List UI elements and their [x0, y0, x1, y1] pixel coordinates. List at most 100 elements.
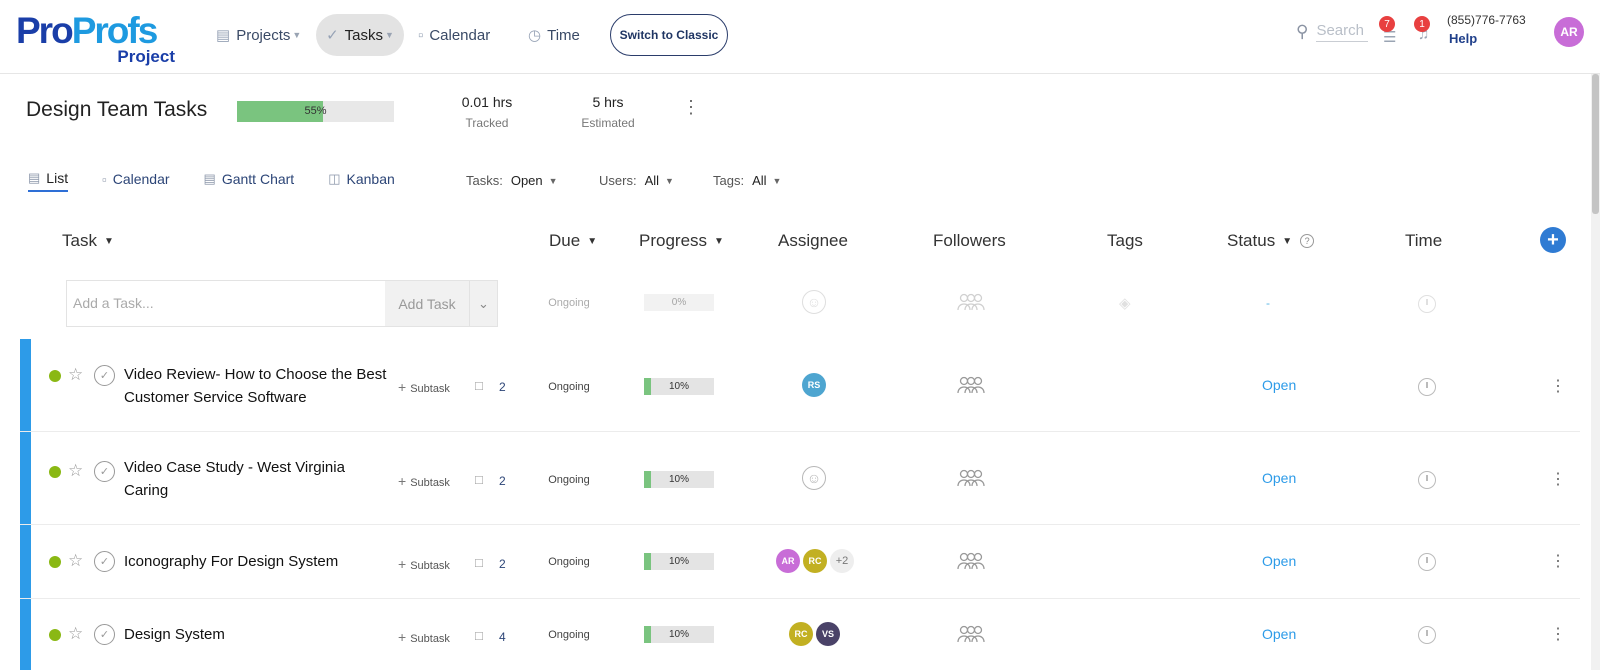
- star-icon[interactable]: ☆: [68, 461, 84, 480]
- task-progress-bar[interactable]: 10%: [644, 626, 714, 643]
- task-due[interactable]: Ongoing: [548, 381, 590, 393]
- task-progress-bar[interactable]: 10%: [644, 471, 714, 488]
- task-title[interactable]: Iconography For Design System: [124, 553, 339, 570]
- comment-count[interactable]: 2: [499, 557, 506, 571]
- search-label[interactable]: Search: [1316, 22, 1369, 42]
- chevron-down-icon: ▼: [548, 175, 558, 186]
- add-task-button[interactable]: Add Task: [385, 281, 469, 326]
- followers-icon[interactable]: [956, 624, 986, 644]
- tags-filter[interactable]: Tags: All ▼: [713, 173, 781, 188]
- column-assignee-label: Assignee: [778, 231, 848, 250]
- star-icon[interactable]: ☆: [68, 551, 84, 570]
- tag-icon[interactable]: ◈: [1119, 295, 1131, 312]
- clock-icon[interactable]: [1418, 295, 1436, 313]
- followers-icon[interactable]: [956, 551, 986, 571]
- add-column-button[interactable]: +: [1540, 227, 1566, 253]
- table-row[interactable]: ☆ ✓ Iconography For Design System + Subta…: [20, 525, 1580, 599]
- column-progress[interactable]: Progress ▼: [639, 231, 724, 251]
- add-subtask-button[interactable]: + Subtask: [398, 556, 450, 572]
- comment-count[interactable]: 2: [499, 380, 506, 394]
- proprofs-project-logo[interactable]: ProProfs Project: [16, 12, 181, 68]
- scrollbar-thumb[interactable]: [1592, 74, 1599, 214]
- table-row[interactable]: ☆ ✓ Video Case Study - West Virginia Car…: [20, 432, 1580, 525]
- switch-to-classic-button[interactable]: Switch to Classic: [610, 14, 728, 56]
- star-icon[interactable]: ☆: [68, 365, 84, 384]
- user-placeholder-icon[interactable]: ☺: [802, 290, 826, 314]
- followers-icon[interactable]: [956, 468, 986, 488]
- notification-count-badge: 1: [1414, 16, 1430, 32]
- help-circle-icon[interactable]: ?: [1300, 234, 1315, 248]
- clock-icon[interactable]: [1418, 626, 1436, 644]
- task-title[interactable]: Design System: [124, 626, 225, 643]
- task-status[interactable]: Open: [1262, 377, 1297, 393]
- task-progress-bar[interactable]: 10%: [644, 378, 714, 395]
- tab-gantt-chart[interactable]: ▤ Gantt Chart: [204, 170, 295, 192]
- clock-icon[interactable]: [1418, 471, 1436, 489]
- comment-icon[interactable]: □: [475, 378, 483, 393]
- user-avatar[interactable]: AR: [1554, 17, 1584, 47]
- followers-icon[interactable]: [956, 375, 986, 395]
- task-due[interactable]: Ongoing: [548, 629, 590, 641]
- row-more-icon[interactable]: ⋮: [1550, 626, 1566, 643]
- subtask-label: Subtask: [410, 383, 450, 395]
- clock-icon[interactable]: [1418, 378, 1436, 396]
- chevron-down-icon[interactable]: ⌄: [469, 281, 497, 326]
- task-due[interactable]: Ongoing: [548, 556, 590, 568]
- nav-tasks[interactable]: ✓ Tasks ▼: [316, 14, 404, 56]
- assignee-avatar[interactable]: VS: [816, 622, 840, 646]
- comment-count[interactable]: 2: [499, 474, 506, 488]
- tab-list[interactable]: ▤ List: [28, 170, 69, 192]
- tab-calendar[interactable]: ▫ Calendar: [102, 170, 169, 192]
- comment-icon[interactable]: □: [475, 472, 483, 487]
- task-title[interactable]: Video Review- How to Choose the Best Cus…: [124, 366, 387, 406]
- star-icon[interactable]: ☆: [68, 624, 84, 643]
- table-row[interactable]: ☆ ✓ Video Review- How to Choose the Best…: [20, 339, 1580, 432]
- task-progress-bar[interactable]: 10%: [644, 553, 714, 570]
- task-status[interactable]: Open: [1262, 553, 1297, 569]
- row-more-icon[interactable]: ⋮: [1550, 471, 1566, 488]
- add-subtask-button[interactable]: + Subtask: [398, 473, 450, 489]
- followers-icon[interactable]: [956, 292, 986, 312]
- row-more-icon[interactable]: ⋮: [1550, 553, 1566, 570]
- table-row[interactable]: ☆ ✓ Design System + Subtask □ 4 Ongoing 1…: [20, 599, 1580, 670]
- assignee-avatar[interactable]: AR: [776, 549, 800, 573]
- assignee-avatar[interactable]: RC: [803, 549, 827, 573]
- complete-check-icon[interactable]: ✓: [94, 461, 115, 482]
- bell-icon[interactable]: ♫: [1418, 26, 1430, 43]
- column-due[interactable]: Due ▼: [549, 231, 597, 251]
- search-box[interactable]: ⚲ Search: [1296, 22, 1369, 42]
- task-status[interactable]: Open: [1262, 626, 1297, 642]
- project-more-icon[interactable]: ⋮: [682, 97, 700, 117]
- users-filter[interactable]: Users: All ▼: [599, 173, 674, 188]
- task-title[interactable]: Video Case Study - West Virginia Caring: [124, 459, 345, 499]
- nav-projects[interactable]: ▤ Projects ▼: [216, 14, 301, 56]
- clock-icon[interactable]: [1418, 553, 1436, 571]
- complete-check-icon[interactable]: ✓: [94, 551, 115, 572]
- add-task-input[interactable]: Add a Task...: [73, 295, 154, 311]
- help-link[interactable]: Help: [1449, 31, 1478, 46]
- task-due[interactable]: Ongoing: [548, 474, 590, 486]
- assignee-avatar[interactable]: RS: [802, 373, 826, 397]
- user-placeholder-icon[interactable]: ☺: [802, 466, 826, 490]
- add-subtask-button[interactable]: + Subtask: [398, 379, 450, 395]
- comment-icon[interactable]: □: [475, 628, 483, 643]
- support-phone: (855)776-7763: [1447, 13, 1526, 27]
- complete-check-icon[interactable]: ✓: [94, 365, 115, 386]
- vertical-scrollbar[interactable]: [1591, 74, 1600, 670]
- column-task[interactable]: Task ▼: [62, 231, 114, 251]
- comment-icon[interactable]: □: [475, 555, 483, 570]
- row-more-icon[interactable]: ⋮: [1550, 378, 1566, 395]
- assignee-avatar[interactable]: RC: [789, 622, 813, 646]
- tab-kanban[interactable]: ◫ Kanban: [328, 170, 395, 192]
- add-subtask-button[interactable]: + Subtask: [398, 629, 450, 645]
- column-status[interactable]: Status ▼?: [1227, 231, 1315, 251]
- nav-calendar[interactable]: ▫ Calendar: [418, 14, 490, 56]
- task-status[interactable]: Open: [1262, 470, 1297, 486]
- tasks-filter[interactable]: Tasks: Open ▼: [466, 173, 558, 188]
- more-assignees-badge[interactable]: +2: [830, 549, 854, 573]
- nav-time[interactable]: ◷ Time: [528, 14, 580, 56]
- comment-count[interactable]: 4: [499, 630, 506, 644]
- activity-list-icon[interactable]: ☰: [1383, 29, 1397, 46]
- task-progress-fill: [644, 378, 651, 395]
- complete-check-icon[interactable]: ✓: [94, 624, 115, 645]
